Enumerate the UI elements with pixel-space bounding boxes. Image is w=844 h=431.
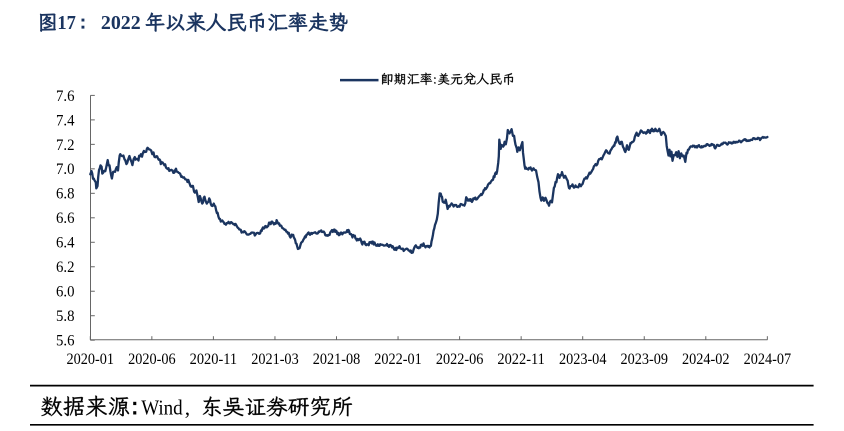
svg-text:2022-06: 2022-06 (436, 351, 484, 368)
svg-text:2022: 2022 (101, 12, 141, 34)
svg-text:5.8: 5.8 (56, 308, 75, 325)
svg-text:2020-01: 2020-01 (67, 351, 115, 368)
svg-text:7.2: 7.2 (56, 137, 75, 154)
svg-text:7.0: 7.0 (56, 161, 75, 178)
svg-text:2024-07: 2024-07 (744, 351, 792, 368)
svg-text:2024-02: 2024-02 (682, 351, 730, 368)
svg-text:6.6: 6.6 (56, 210, 75, 227)
svg-text:2023-04: 2023-04 (559, 351, 607, 368)
svg-text:5.6: 5.6 (56, 333, 75, 350)
svg-text:2020-06: 2020-06 (128, 351, 176, 368)
svg-text:7.4: 7.4 (56, 112, 75, 129)
svg-text:2020-11: 2020-11 (190, 351, 238, 368)
svg-text:6.4: 6.4 (56, 235, 75, 252)
svg-text:2021-08: 2021-08 (313, 351, 361, 368)
svg-text:2022-01: 2022-01 (374, 351, 422, 368)
svg-text:2022-11: 2022-11 (497, 351, 545, 368)
svg-text:2023-09: 2023-09 (621, 351, 669, 368)
svg-text:17: 17 (57, 12, 76, 34)
svg-text:2021-03: 2021-03 (251, 351, 299, 368)
svg-text:6.2: 6.2 (56, 259, 75, 276)
svg-text:,: , (185, 395, 190, 419)
svg-text:6.0: 6.0 (56, 284, 75, 301)
svg-text:6.8: 6.8 (56, 186, 75, 203)
svg-text:7.6: 7.6 (56, 88, 75, 105)
svg-text:Wind: Wind (141, 395, 183, 419)
